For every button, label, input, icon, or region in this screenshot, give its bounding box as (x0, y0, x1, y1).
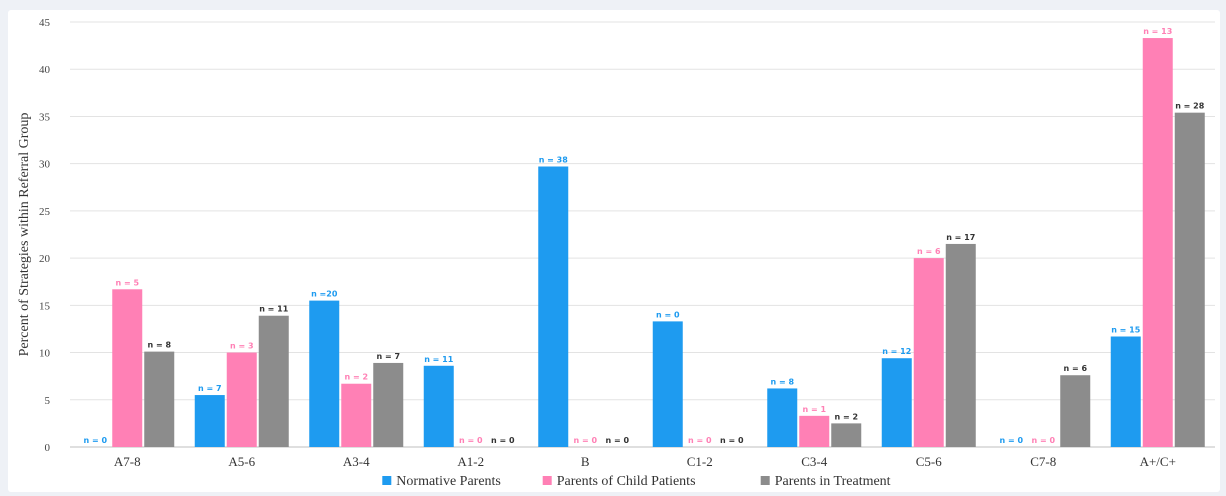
legend-swatch (382, 476, 392, 485)
legend: Normative Parents Parents of Child Patien… (382, 474, 891, 489)
bar (913, 258, 944, 447)
y-axis-label: Percent of Strategies within Referral Gr… (17, 113, 32, 357)
bar (945, 243, 976, 447)
bar-count-label: n = 0 (999, 436, 1023, 445)
category-label: A1-2 (457, 454, 484, 469)
legend-label: Parents in Treatment (775, 474, 891, 489)
bar-count-label: n = 2 (834, 412, 858, 421)
y-tick-label: 30 (39, 159, 51, 171)
y-tick-label: 10 (39, 348, 51, 360)
bar-count-label: n = 13 (1143, 27, 1172, 36)
bar (309, 300, 340, 447)
y-tick-label: 40 (39, 64, 51, 76)
bars (112, 38, 1205, 448)
category-label: C7-8 (1030, 454, 1056, 469)
legend-swatch (542, 476, 552, 485)
bar-count-label: n = 2 (344, 373, 368, 382)
bar-count-label: n = 7 (198, 384, 222, 393)
bar-count-label: n = 11 (424, 355, 454, 364)
bar (1060, 375, 1091, 447)
bar (799, 415, 830, 447)
bar-count-label: n = 0 (491, 436, 515, 445)
bar-count-label: n = 0 (1031, 436, 1055, 445)
bar (423, 365, 454, 447)
category-label: A5-6 (228, 454, 255, 469)
y-tick-label: 35 (39, 111, 51, 123)
bar-count-label: n = 38 (539, 156, 569, 165)
bar (258, 315, 289, 447)
bar (373, 362, 404, 447)
bar-count-label: n = 12 (882, 347, 911, 356)
y-tick-label: 0 (45, 442, 51, 454)
bar-count-label: n = 7 (376, 352, 400, 361)
legend-label: Parents of Child Patients (557, 474, 696, 489)
bar (226, 352, 257, 447)
bar-count-labels: n = 0 n = 5 n = 8 n = 7 n = 3 n = 11 n =20 n = … (83, 27, 1204, 445)
bar-count-label: n = 0 (83, 436, 107, 445)
legend-swatch (760, 476, 770, 485)
legend-label: Normative Parents (396, 474, 501, 489)
y-tick-label: 45 (39, 17, 51, 29)
category-label: A7-8 (114, 454, 141, 469)
bar (1110, 336, 1141, 447)
category-label: A3-4 (343, 454, 370, 469)
bar (194, 395, 225, 447)
bar-count-label: n = 17 (946, 233, 975, 242)
bar-count-label: n =20 (311, 290, 338, 299)
bar (881, 358, 912, 447)
bar (1174, 112, 1205, 448)
bar-count-label: n = 3 (230, 342, 254, 351)
bar-count-label: n = 6 (1063, 364, 1087, 373)
y-tick-label: 5 (45, 395, 51, 407)
bar (144, 351, 175, 447)
bar (652, 321, 683, 447)
category-label: C5-6 (916, 454, 943, 469)
bar (767, 388, 798, 447)
y-tick-label: 20 (39, 253, 51, 265)
bar-count-label: n = 28 (1175, 102, 1205, 111)
bar-count-label: n = 0 (656, 310, 680, 319)
category-label: C3-4 (801, 454, 828, 469)
bar-count-label: n = 5 (115, 278, 139, 287)
bar-count-label: n = 8 (770, 377, 794, 386)
y-axis-ticks: 0 5 10 15 20 25 30 35 40 45 (39, 17, 51, 454)
bar-count-label: n = 0 (459, 436, 483, 445)
y-tick-label: 15 (39, 300, 51, 312)
bar-count-label: n = 15 (1111, 326, 1141, 335)
category-label: C1-2 (687, 454, 713, 469)
bar-count-label: n = 0 (688, 436, 712, 445)
bar (341, 383, 372, 447)
bar (112, 289, 143, 447)
bar-count-label: n = 6 (917, 247, 941, 256)
bar-count-label: n = 1 (802, 405, 826, 414)
bar (538, 166, 569, 447)
y-tick-label: 25 (39, 206, 51, 218)
x-axis-categories: A7-8 A5-6 A3-4 A1-2 B C1-2 C3-4 C5-6 C7-8 A+/C+ (114, 454, 1176, 469)
bar-count-label: n = 11 (259, 305, 289, 314)
bar-count-label: n = 0 (720, 436, 744, 445)
bar-count-label: n = 0 (573, 436, 597, 445)
bar (831, 423, 862, 447)
category-label: A+/C+ (1140, 454, 1176, 469)
bar-count-label: n = 8 (147, 341, 171, 350)
category-label: B (581, 454, 590, 469)
bar (1142, 38, 1173, 448)
bar-count-label: n = 0 (605, 436, 629, 445)
